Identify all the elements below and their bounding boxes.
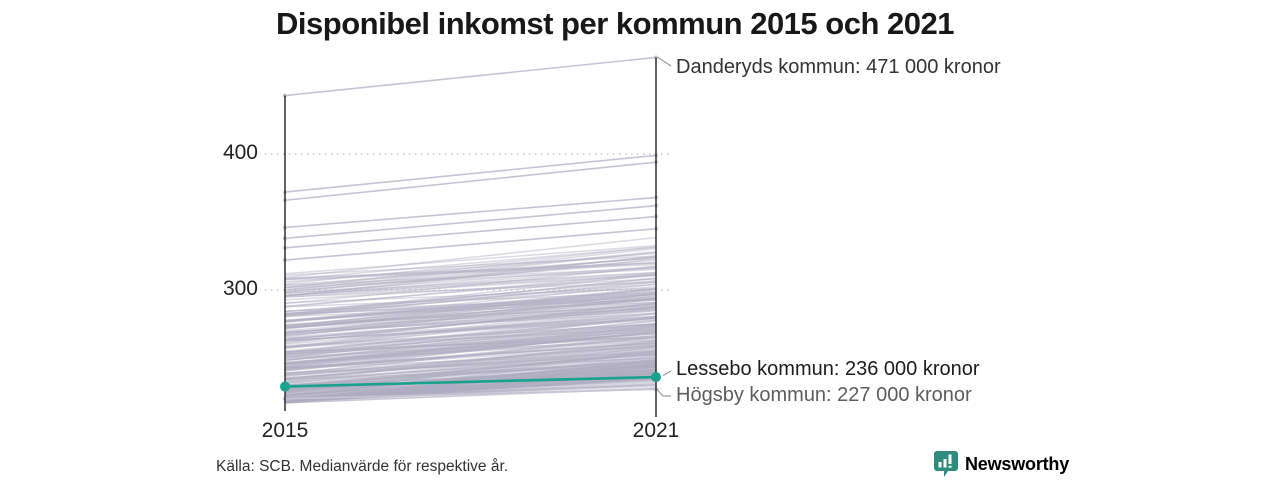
- axes-layer: [284, 57, 657, 417]
- brand-logo: Newsworthy: [934, 451, 1069, 477]
- distinct-lines-layer: [283, 55, 658, 401]
- y-axis-tick-300: 300: [222, 277, 258, 300]
- connector-layer: [656, 56, 672, 397]
- source-note: Källa: SCB. Medianvärde för respektive å…: [216, 458, 509, 475]
- y-axis-tick-400: 400: [222, 141, 258, 164]
- x-axis-tick-2021: 2021: [632, 419, 680, 442]
- annotation-hogsby: Högsby kommun: 227 000 kronor: [676, 384, 972, 406]
- annotation-lessebo: Lessebo kommun: 236 000 kronor: [676, 358, 980, 380]
- chart-title: Disponibel inkomst per kommun 2015 och 2…: [276, 6, 954, 41]
- brand-name: Newsworthy: [965, 453, 1070, 474]
- highlight-layer: [280, 372, 661, 392]
- gridlines-layer: [265, 153, 670, 291]
- x-axis-tick-2015: 2015: [261, 419, 309, 442]
- newsworthy-bubble-chart-icon: [934, 451, 958, 477]
- annotation-danderyd: Danderyds kommun: 471 000 kronor: [676, 56, 1001, 78]
